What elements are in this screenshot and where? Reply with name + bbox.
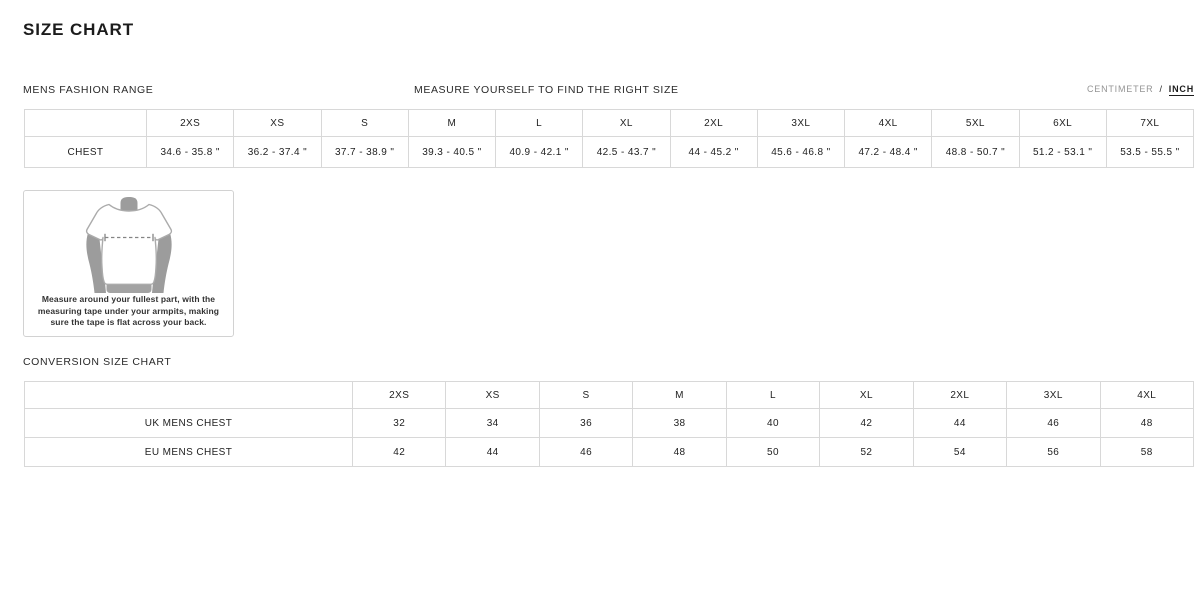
size-column-header: XL <box>582 109 671 137</box>
conversion-value-cell: 42 <box>351 437 447 467</box>
conversion-value-cell: 42 <box>819 408 914 438</box>
chest-range-cell: 53.5 - 55.5 " <box>1105 136 1195 168</box>
size-column-header: 2XS <box>145 109 235 137</box>
size-table-corner-cell <box>24 109 147 137</box>
conversion-column-header: 2XL <box>912 381 1008 409</box>
size-column-header: 5XL <box>931 109 1020 137</box>
size-table-chest-row: CHEST 34.6 - 35.8 " 36.2 - 37.4 " 37.7 - 3… <box>24 136 1195 168</box>
conversion-value-cell: 40 <box>725 408 821 438</box>
conversion-value-cell: 34 <box>445 408 540 438</box>
conversion-value-cell: 38 <box>632 408 727 438</box>
conversion-table-header-row: 2XS XS S M L XL 2XL 3XL 4XL <box>24 381 1194 409</box>
chest-range-cell: 42.5 - 43.7 " <box>582 136 671 168</box>
conversion-value-cell: 46 <box>538 437 634 467</box>
conversion-row: UK MENS CHEST 32 34 36 38 40 42 44 46 48 <box>24 408 1194 438</box>
conversion-column-header: L <box>725 381 821 409</box>
unit-inch-button[interactable]: INCH <box>1168 84 1194 96</box>
size-table: 2XS XS S M L XL 2XL 3XL 4XL 5XL 6XL 7XL CHEST 34.6 … <box>24 109 1195 168</box>
conversion-column-header: S <box>538 381 634 409</box>
conversion-value-cell: 36 <box>538 408 634 438</box>
conversion-value-cell: 52 <box>819 437 914 467</box>
conversion-row-label: UK MENS CHEST <box>24 408 353 438</box>
conversion-value-cell: 48 <box>1099 408 1194 438</box>
conversion-value-cell: 44 <box>912 408 1008 438</box>
unit-toggle: CENTIMETER / INCH <box>1087 84 1194 96</box>
chest-range-cell: 44 - 45.2 " <box>669 136 758 168</box>
conversion-column-header: XS <box>445 381 540 409</box>
conversion-value-cell: 54 <box>912 437 1008 467</box>
conversion-value-cell: 58 <box>1099 437 1194 467</box>
conversion-column-header: 4XL <box>1099 381 1194 409</box>
size-column-header: 3XL <box>756 109 846 137</box>
chest-row-label: CHEST <box>24 136 147 168</box>
tshirt-measurement-icon <box>85 197 172 293</box>
conversion-table: 2XS XS S M L XL 2XL 3XL 4XL UK MENS CHEST 32 34 36 3… <box>24 381 1194 467</box>
chest-range-cell: 39.3 - 40.5 " <box>407 136 497 168</box>
size-table-header-row: 2XS XS S M L XL 2XL 3XL 4XL 5XL 6XL 7XL <box>24 109 1195 137</box>
conversion-row-label: EU MENS CHEST <box>24 437 353 467</box>
conversion-table-body: UK MENS CHEST 32 34 36 38 40 42 44 46 48 EU MENS C… <box>24 408 1194 467</box>
conversion-value-cell: 44 <box>445 437 540 467</box>
chest-range-cell: 47.2 - 48.4 " <box>843 136 933 168</box>
conversion-value-cell: 50 <box>725 437 821 467</box>
conversion-value-cell: 56 <box>1006 437 1101 467</box>
chest-range-cell: 34.6 - 35.8 " <box>145 136 235 168</box>
size-column-header: 2XL <box>669 109 758 137</box>
size-column-header: 6XL <box>1018 109 1107 137</box>
size-column-header: XS <box>233 109 322 137</box>
size-column-header: L <box>494 109 584 137</box>
size-column-header: 7XL <box>1105 109 1195 137</box>
range-heading: MENS FASHION RANGE <box>23 84 154 96</box>
measurement-instructions: Measure around your fullest part, with t… <box>37 294 220 327</box>
size-column-header: M <box>407 109 497 137</box>
conversion-chart-heading: CONVERSION SIZE CHART <box>23 356 172 368</box>
unit-separator: / <box>1159 84 1163 94</box>
size-column-header: 4XL <box>843 109 933 137</box>
chest-range-cell: 36.2 - 37.4 " <box>233 136 322 168</box>
conversion-column-header: 2XS <box>351 381 447 409</box>
conversion-value-cell: 32 <box>351 408 447 438</box>
conversion-column-header: 3XL <box>1006 381 1101 409</box>
measurement-info-card: Measure around your fullest part, with t… <box>23 190 234 337</box>
conversion-row: EU MENS CHEST 42 44 46 48 50 52 54 56 58 <box>24 437 1194 467</box>
chest-range-cell: 45.6 - 46.8 " <box>756 136 846 168</box>
chest-range-cell: 48.8 - 50.7 " <box>931 136 1020 168</box>
conversion-column-header: M <box>632 381 727 409</box>
conversion-table-corner-cell <box>24 381 353 409</box>
size-column-header: S <box>320 109 409 137</box>
unit-centimeter-button[interactable]: CENTIMETER <box>1086 84 1154 94</box>
conversion-value-cell: 48 <box>632 437 727 467</box>
chest-range-cell: 37.7 - 38.9 " <box>320 136 409 168</box>
chest-range-cell: 40.9 - 42.1 " <box>494 136 584 168</box>
conversion-value-cell: 46 <box>1006 408 1101 438</box>
chest-range-cell: 51.2 - 53.1 " <box>1018 136 1107 168</box>
conversion-column-header: XL <box>819 381 914 409</box>
page-title: SIZE CHART <box>23 20 134 39</box>
measure-heading: MEASURE YOURSELF TO FIND THE RIGHT SIZE <box>414 84 679 96</box>
